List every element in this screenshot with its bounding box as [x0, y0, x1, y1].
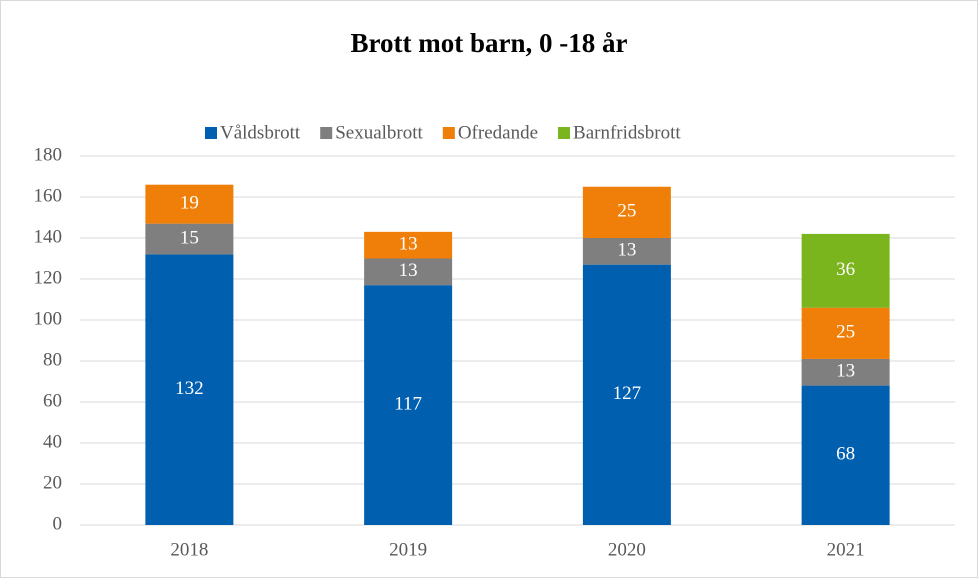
y-tick-label: 180 — [34, 144, 63, 165]
data-label: 127 — [613, 383, 642, 404]
bar-segment — [364, 231, 453, 259]
x-tick-label: 2021 — [827, 539, 865, 560]
y-tick-label: 120 — [34, 267, 63, 288]
bar-segment — [801, 358, 890, 386]
y-tick-label: 20 — [43, 472, 62, 493]
x-tick-label: 2019 — [389, 539, 427, 560]
data-label: 13 — [399, 234, 418, 255]
data-label: 132 — [175, 378, 204, 399]
chart-title: Brott mot barn, 0 -18 år — [351, 28, 628, 58]
data-label: 13 — [836, 361, 855, 382]
legend-swatch — [320, 127, 333, 139]
y-tick-label: 40 — [43, 431, 62, 452]
data-label: 13 — [399, 260, 418, 281]
legend-swatch — [442, 127, 455, 139]
bar-segment — [364, 258, 453, 286]
bar-segment — [801, 385, 890, 525]
bar-segment — [582, 264, 671, 525]
data-label: 117 — [394, 393, 422, 414]
x-tick-label: 2020 — [608, 539, 646, 560]
bar-segment — [801, 307, 890, 359]
data-label: 15 — [180, 227, 199, 248]
bar-segment — [582, 238, 671, 265]
y-tick-label: 160 — [34, 185, 63, 206]
legend-label: Våldsbrott — [220, 122, 301, 143]
data-label: 25 — [836, 322, 855, 343]
bar-segment — [364, 285, 453, 525]
bar-segment — [145, 254, 234, 525]
data-label: 36 — [836, 259, 855, 280]
bar-segment — [145, 184, 234, 224]
legend-label: Sexualbrott — [335, 122, 423, 143]
bar-segment — [801, 233, 890, 308]
y-tick-label: 140 — [34, 226, 63, 247]
data-label: 68 — [836, 444, 855, 465]
legend-label: Barnfridsbrott — [573, 122, 681, 143]
y-tick-label: 60 — [43, 390, 62, 411]
data-label: 25 — [617, 201, 636, 222]
legend-swatch — [205, 127, 217, 139]
x-tick-label: 2018 — [170, 539, 208, 560]
data-label: 13 — [617, 240, 636, 261]
bar-segment — [145, 223, 234, 255]
bar-segment — [582, 186, 671, 238]
legend-label: Ofredande — [458, 122, 538, 143]
legend-swatch — [558, 127, 571, 139]
y-tick-label: 100 — [34, 308, 63, 329]
data-label: 19 — [180, 193, 199, 214]
y-tick-label: 80 — [43, 349, 62, 370]
y-tick-label: 0 — [53, 513, 63, 534]
